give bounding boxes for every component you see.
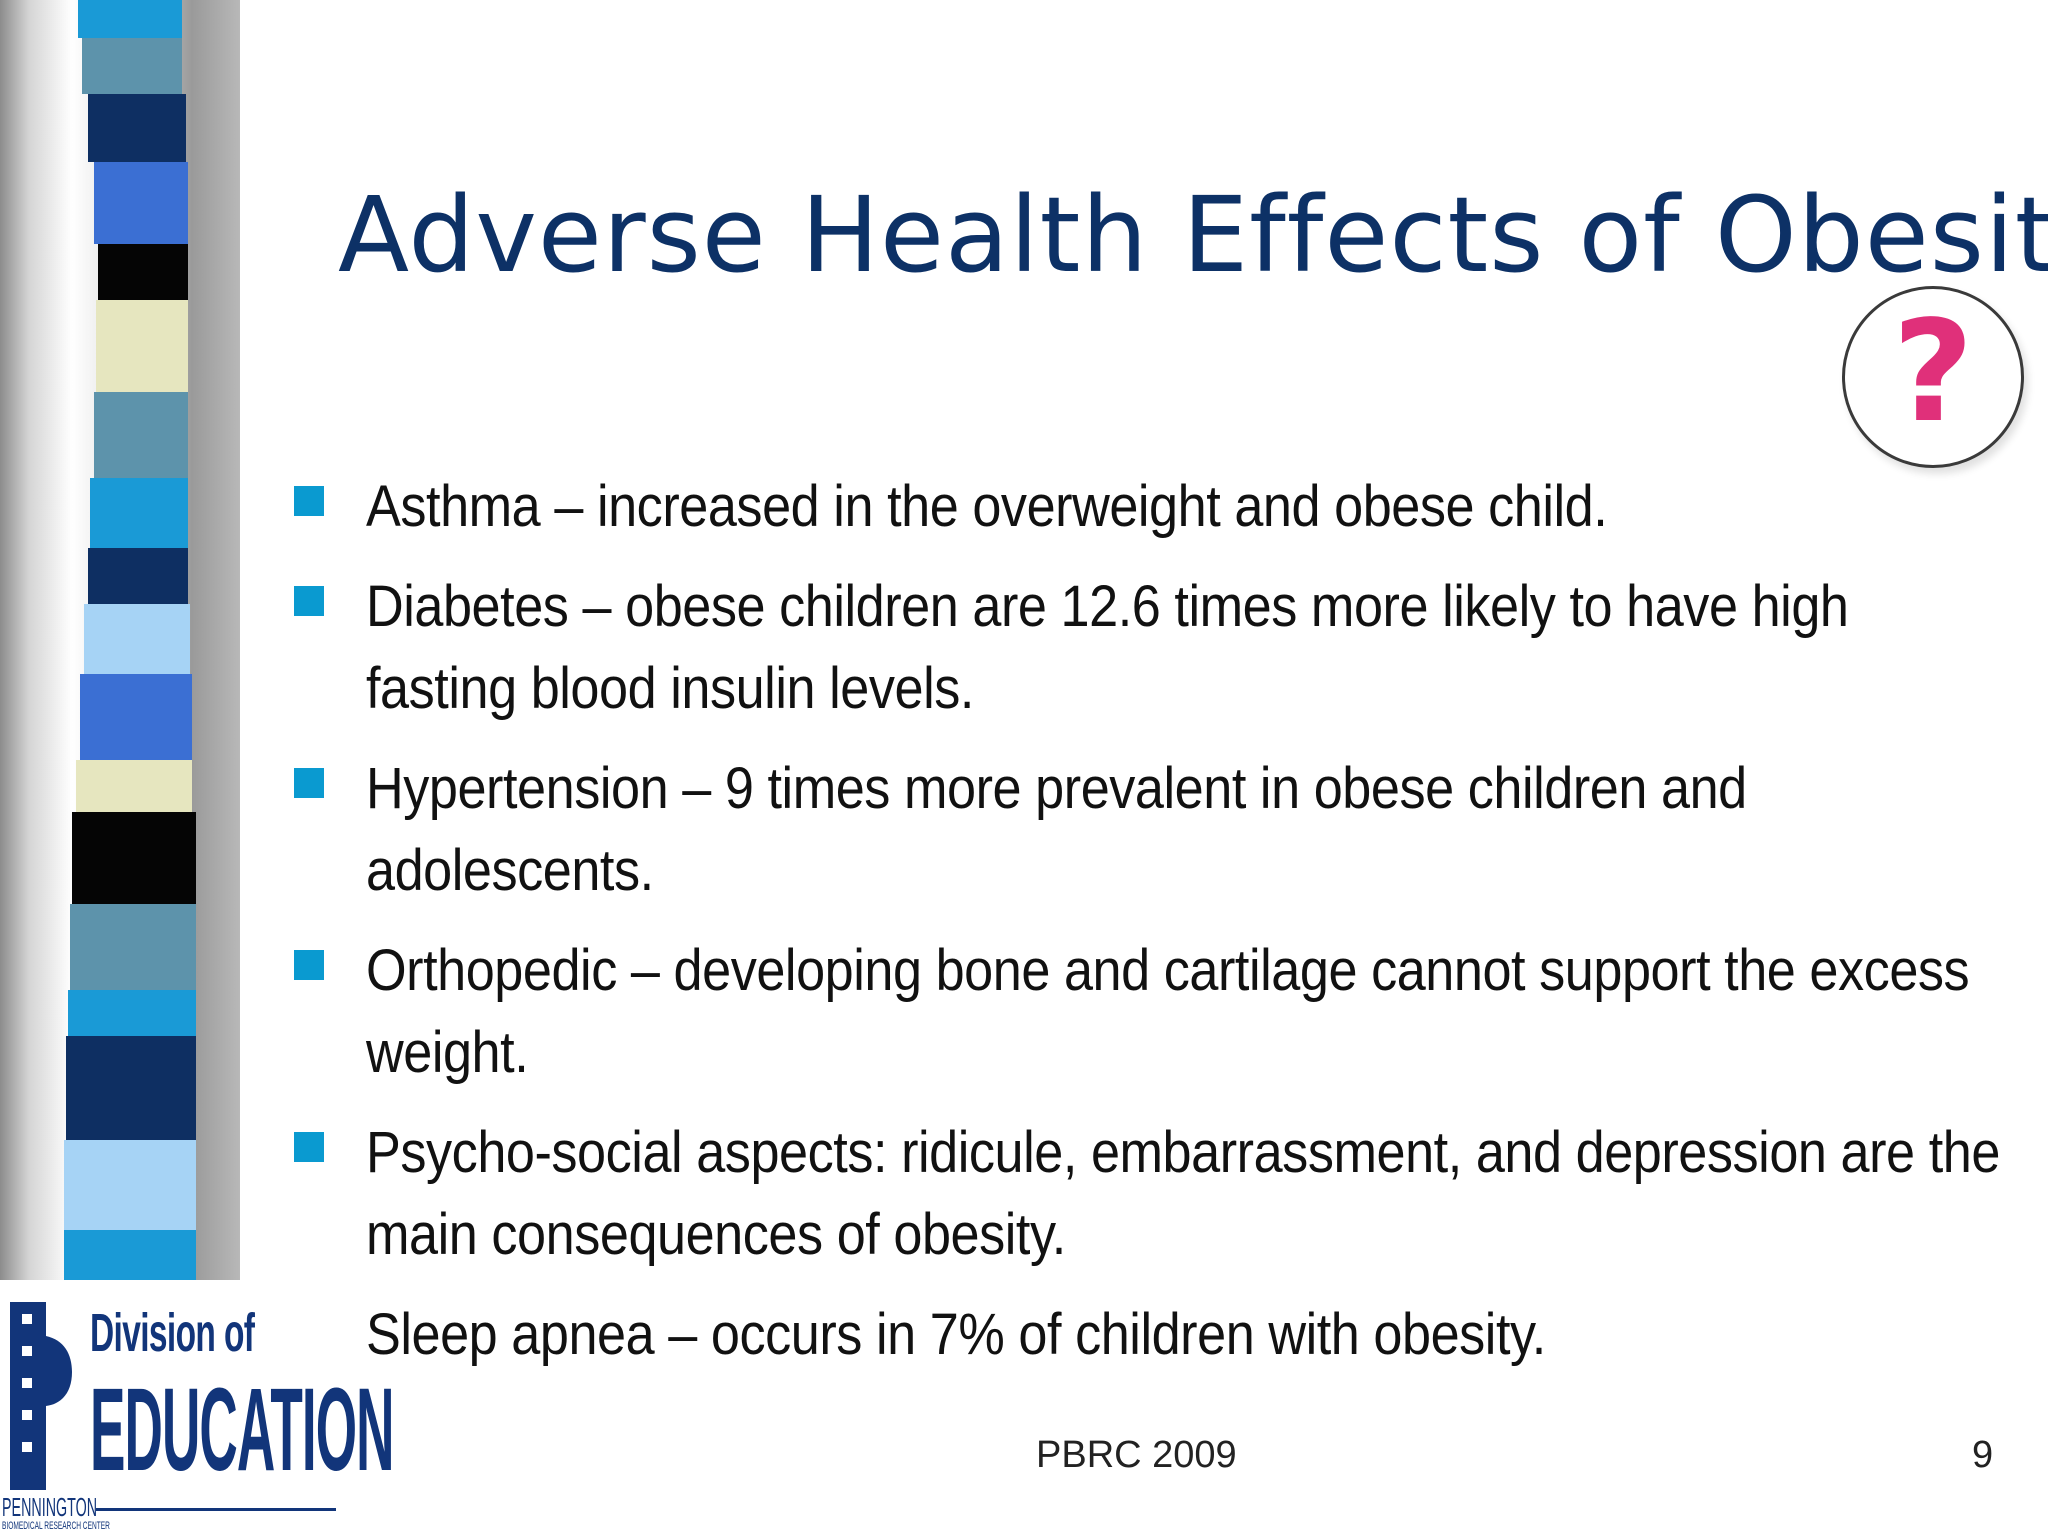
logo-org-subtext: BIOMEDICAL RESEARCH CENTER <box>2 1520 110 1532</box>
list-item: Diabetes – obese children are 12.6 times… <box>290 566 2010 730</box>
pennington-logo-mark-icon <box>6 1294 76 1490</box>
stripe <box>78 0 182 38</box>
stripe <box>70 904 196 990</box>
list-item: Orthopedic – developing bone and cartila… <box>290 930 2010 1094</box>
stripe <box>80 674 192 760</box>
bullet-text: Diabetes – obese children are 12.6 times… <box>366 574 1849 721</box>
logo-division-text: Division of <box>90 1303 255 1363</box>
list-item: Asthma – increased in the overweight and… <box>290 466 2010 548</box>
page-number: 9 <box>1972 1434 1994 1476</box>
list-item: Sleep apnea – occurs in 7% of children w… <box>290 1294 2010 1376</box>
stripe <box>66 1036 196 1140</box>
stripe <box>82 38 182 94</box>
stripe <box>90 478 188 548</box>
division-of-education-logo: Division of EDUCATION PENNINGTON BIOMEDI… <box>0 1280 395 1536</box>
stripe <box>84 604 190 674</box>
stripe <box>98 244 188 300</box>
stripe <box>88 94 186 162</box>
list-item: Hypertension – 9 times more prevalent in… <box>290 748 2010 912</box>
bullet-list: Asthma – increased in the overweight and… <box>290 466 2010 1394</box>
question-mark-icon: ? <box>1842 286 2024 468</box>
bullet-text: Orthopedic – developing bone and cartila… <box>366 938 1970 1085</box>
bullet-text: Hypertension – 9 times more prevalent in… <box>366 756 1747 903</box>
logo-org-text: PENNINGTON <box>2 1492 98 1522</box>
stripe <box>64 1140 196 1230</box>
question-mark-glyph: ? <box>1892 291 1974 454</box>
stripe <box>76 760 192 812</box>
logo-underline <box>96 1508 336 1511</box>
square-bullet-icon <box>294 768 324 798</box>
logo-education-text: EDUCATION <box>90 1364 395 1496</box>
list-item: Psycho-social aspects: ridicule, embarra… <box>290 1112 2010 1276</box>
footer-text: PBRC 2009 <box>1036 1434 1237 1476</box>
stripe <box>94 392 188 478</box>
bullet-text: Asthma – increased in the overweight and… <box>366 474 1608 539</box>
square-bullet-icon <box>294 486 324 516</box>
bullet-text: Sleep apnea – occurs in 7% of children w… <box>366 1302 1546 1367</box>
slide-title: Adverse Health Effects of Obesity <box>338 174 2048 296</box>
stripe <box>96 300 188 392</box>
stripe <box>72 812 196 904</box>
square-bullet-icon <box>294 1132 324 1162</box>
bullet-text: Psycho-social aspects: ridicule, embarra… <box>366 1120 2000 1267</box>
stripe <box>94 162 188 244</box>
stripe <box>64 1230 196 1280</box>
stripe <box>68 990 196 1036</box>
square-bullet-icon <box>294 950 324 980</box>
stripe <box>88 548 188 604</box>
color-stripes <box>0 0 240 1280</box>
square-bullet-icon <box>294 586 324 616</box>
